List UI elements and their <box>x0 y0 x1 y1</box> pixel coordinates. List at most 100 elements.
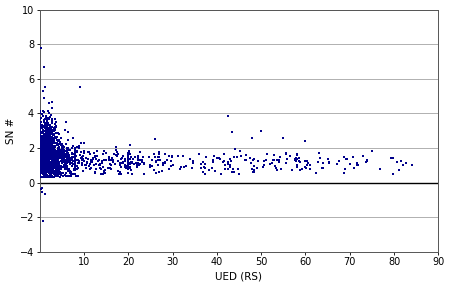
Point <box>36 142 44 147</box>
Point <box>37 125 44 129</box>
Point <box>118 165 125 170</box>
Point <box>41 151 48 155</box>
Point <box>48 166 55 171</box>
Point <box>54 157 61 162</box>
Point <box>39 146 46 150</box>
Point <box>44 141 51 145</box>
Point <box>41 156 49 161</box>
Point <box>41 191 48 196</box>
Point <box>38 129 45 134</box>
Point <box>46 161 54 166</box>
Point <box>40 146 48 151</box>
Point <box>63 150 71 155</box>
Point <box>40 152 48 156</box>
Point <box>42 136 50 140</box>
Point <box>42 139 49 143</box>
Point <box>36 148 44 153</box>
Point <box>38 164 45 169</box>
Point <box>43 164 50 169</box>
Point <box>57 167 64 171</box>
Point <box>36 127 44 132</box>
Point <box>45 138 52 142</box>
Point <box>36 163 44 168</box>
Point <box>36 174 44 178</box>
Point <box>48 175 55 180</box>
Point <box>41 158 49 163</box>
Point <box>122 158 129 163</box>
Point <box>36 144 44 149</box>
Point <box>151 154 158 159</box>
Point <box>43 166 50 171</box>
Point <box>43 146 50 150</box>
Point <box>302 165 309 170</box>
Point <box>302 159 309 164</box>
Point <box>273 165 280 170</box>
Point <box>40 152 47 156</box>
Point <box>36 146 44 151</box>
Point <box>46 160 54 164</box>
Point <box>39 146 46 151</box>
Point <box>125 153 132 157</box>
Point <box>72 164 79 169</box>
Point <box>50 139 57 144</box>
Point <box>36 117 44 122</box>
Point <box>36 127 44 132</box>
Point <box>72 159 79 164</box>
Point <box>40 171 48 176</box>
Point <box>293 157 301 162</box>
Point <box>46 161 54 165</box>
Point <box>71 160 78 164</box>
Point <box>127 160 135 165</box>
Point <box>50 150 58 154</box>
Point <box>40 154 48 159</box>
Point <box>67 170 74 174</box>
Point <box>36 116 44 120</box>
Point <box>41 156 48 160</box>
Point <box>43 146 50 151</box>
Point <box>44 121 51 126</box>
Point <box>62 164 69 168</box>
Point <box>43 135 50 139</box>
Point <box>36 131 44 135</box>
Point <box>48 126 55 130</box>
Point <box>71 168 78 173</box>
Point <box>40 152 47 156</box>
Point <box>48 175 55 180</box>
Point <box>38 135 45 139</box>
Point <box>221 166 228 171</box>
Point <box>47 152 54 157</box>
Point <box>38 147 45 152</box>
Point <box>36 170 44 175</box>
Point <box>148 158 155 162</box>
Point <box>64 148 71 152</box>
Point <box>44 162 51 167</box>
Point <box>63 160 71 165</box>
Point <box>47 138 54 143</box>
Point <box>238 154 245 158</box>
Point <box>43 132 50 137</box>
Point <box>52 174 59 179</box>
Point <box>292 157 299 162</box>
Point <box>125 160 132 165</box>
Point <box>41 125 49 130</box>
Point <box>56 154 63 159</box>
Point <box>54 169 61 173</box>
Point <box>40 148 47 153</box>
Point <box>53 152 60 157</box>
Point <box>225 161 232 166</box>
Point <box>48 135 55 140</box>
Point <box>44 146 51 150</box>
Point <box>40 152 48 157</box>
Point <box>65 154 72 158</box>
Point <box>234 155 241 159</box>
Point <box>49 146 56 151</box>
Point <box>44 141 51 146</box>
Point <box>40 135 47 140</box>
Point <box>37 153 44 157</box>
Point <box>47 141 54 146</box>
Point <box>45 139 53 144</box>
Point <box>36 159 44 164</box>
Point <box>72 158 79 162</box>
Point <box>46 167 54 171</box>
Point <box>49 160 56 164</box>
